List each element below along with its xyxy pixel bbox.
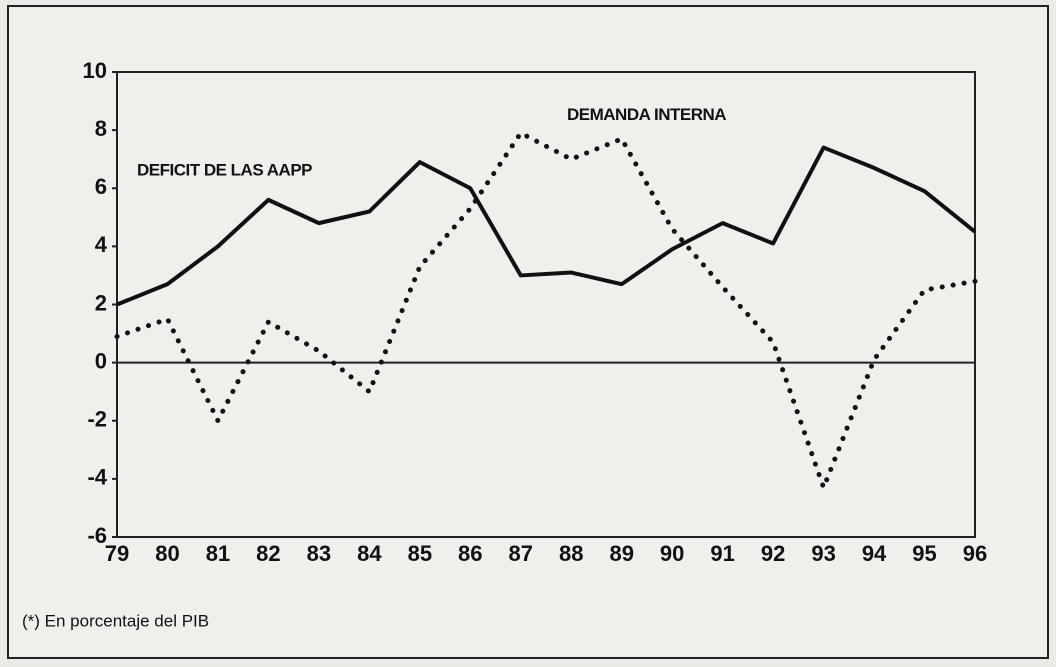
y-tick-label: 8: [95, 116, 107, 141]
x-tick-label: 96: [963, 541, 987, 566]
y-tick-label: 10: [83, 58, 107, 83]
y-tick-label: -6: [87, 523, 107, 548]
x-tick-label: 79: [105, 541, 129, 566]
y-tick-label: 4: [95, 232, 108, 257]
x-tick-label: 90: [660, 541, 684, 566]
x-tick-label: 85: [408, 541, 432, 566]
x-tick-label: 84: [357, 541, 382, 566]
x-tick-label: 95: [912, 541, 936, 566]
y-tick-label: -4: [87, 465, 107, 490]
x-tick-label: 91: [710, 541, 734, 566]
x-tick-label: 89: [609, 541, 633, 566]
x-tick-label: 88: [559, 541, 583, 566]
x-tick-label: 87: [509, 541, 533, 566]
note: (*) En porcentaje del PIB: [22, 611, 209, 630]
y-tick-label: 2: [95, 290, 107, 315]
y-tick-label: 6: [95, 174, 107, 199]
series-line: [114, 130, 978, 491]
y-tick-label: -2: [87, 407, 107, 432]
x-tick-label: 92: [761, 541, 785, 566]
series-line: [116, 145, 977, 307]
series-label: DEFICIT DE LAS AAPP: [137, 160, 312, 179]
x-tick-label: 93: [811, 541, 835, 566]
x-tick-label: 83: [307, 541, 331, 566]
x-tick-label: 80: [155, 541, 179, 566]
frame: [7, 5, 1049, 659]
x-tick-label: 82: [256, 541, 280, 566]
y-tick-label: 0: [95, 348, 107, 373]
x-tick-label: 81: [206, 541, 230, 566]
series-label: DEMANDA INTERNA: [567, 105, 726, 124]
x-tick-label: 94: [862, 541, 887, 566]
x-tick-label: 86: [458, 541, 482, 566]
